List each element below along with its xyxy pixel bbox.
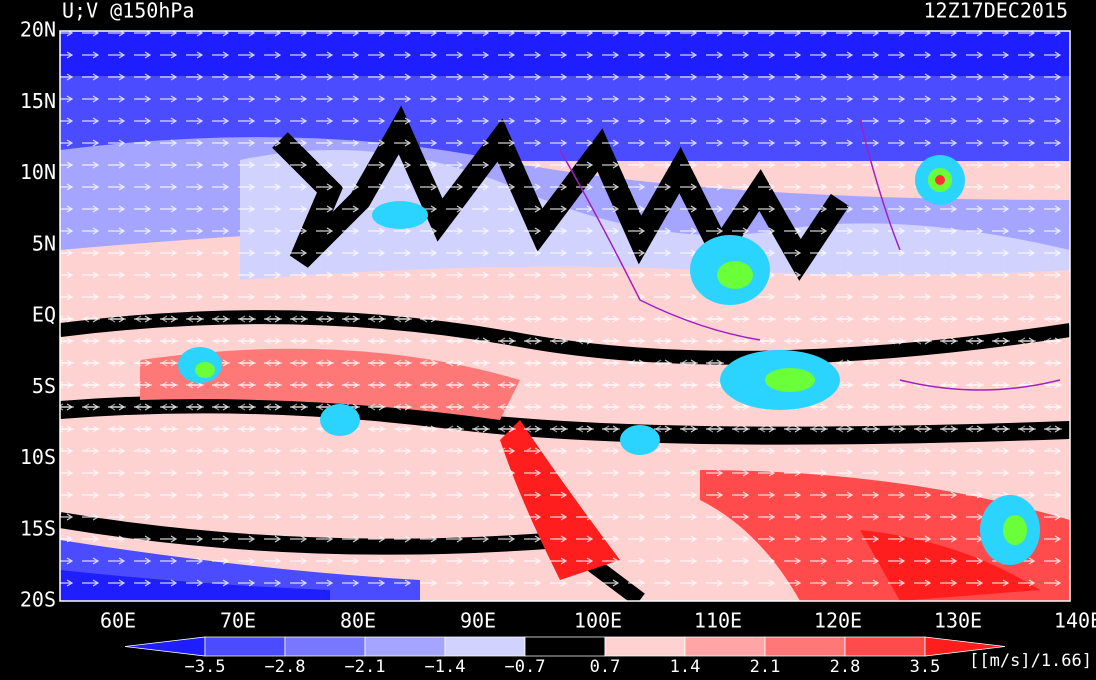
lon-label: 120E [814,609,862,633]
lat-label: 5N [32,231,56,255]
colorbar-swatch [684,636,766,657]
lon-label: 140E [1054,609,1096,633]
colorbar-label: −2.1 [345,657,386,677]
colorbar-label: −2.8 [265,657,306,677]
colorbar-label: 0.7 [590,657,621,677]
colorbar-swatch [604,636,686,657]
colorbar-label: 1.4 [670,657,701,677]
colorbar-label: −1.4 [425,657,466,677]
lat-label: 15N [20,89,56,113]
colorbar-swatch [284,636,366,657]
colorbar-label: 2.8 [830,657,861,677]
colorbar: −3.5 −2.8 −2.1 −1.4 −0.7 0.7 1.4 2.1 2.8 3.5 [124,636,1006,677]
colorbar-swatch [844,636,926,657]
lat-label: 20S [20,588,56,612]
lon-label: 90E [460,609,496,633]
colorbar-swatch [444,636,526,657]
lat-label: 10S [20,445,56,469]
map-frame [59,30,1071,602]
colorbar-label: 2.1 [750,657,781,677]
colorbar-label: −0.7 [505,657,546,677]
colorbar-swatch [364,636,446,657]
colorbar-swatch [764,636,846,657]
lat-label: EQ [32,303,56,327]
lat-label: 15S [20,516,56,540]
lon-label: 60E [100,609,136,633]
colorbar-swatch [924,636,1006,657]
colorbar-units: [[m/s]/1.66] [969,651,1092,671]
lon-label: 110E [694,609,742,633]
map-title: U;V @150hPa [62,0,194,23]
lon-label: 70E [220,609,256,633]
colorbar-label: 3.5 [910,657,941,677]
lat-label: 20N [20,18,56,42]
colorbar-swatch [124,636,206,657]
colorbar-swatch [204,636,286,657]
lon-label: 130E [934,609,982,633]
valid-time: 12Z17DEC2015 [924,0,1069,23]
lat-label: 5S [32,374,56,398]
colorbar-label: −3.5 [185,657,226,677]
lon-label: 100E [574,609,622,633]
lon-label: 80E [340,609,376,633]
lat-label: 10N [20,160,56,184]
colorbar-swatch [524,636,606,657]
wind-field [60,31,1070,601]
